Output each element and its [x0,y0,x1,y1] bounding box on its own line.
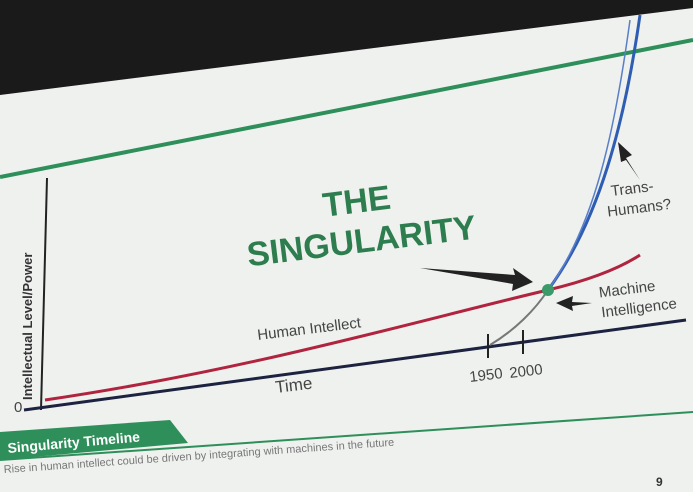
page-number: 9 [656,475,663,489]
slide-photo: THE SINGULARITY Intellectual Level/Power… [0,0,693,492]
singularity-point [542,284,554,296]
origin-label: 0 [14,399,22,416]
y-axis-label: Intellectual Level/Power [20,253,35,400]
